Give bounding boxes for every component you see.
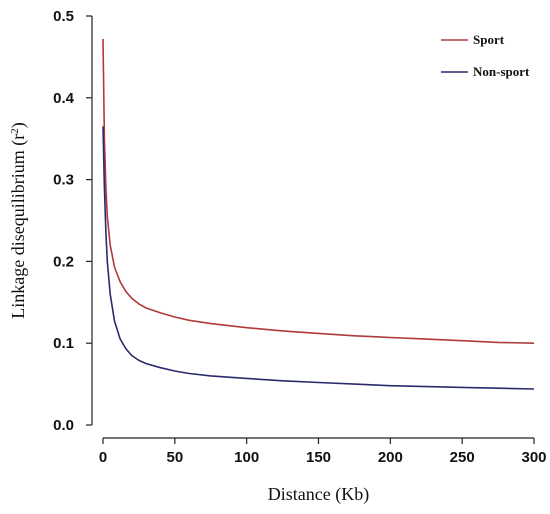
y-tick-label: 0.2	[53, 253, 74, 270]
y-axis-title: Linkage disequilibrium (r2)	[8, 122, 29, 318]
y-tick-label: 0.3	[53, 172, 74, 189]
x-tick-label: 100	[234, 449, 259, 466]
series-layer	[102, 38, 535, 390]
y-tick-label: 0.0	[53, 417, 74, 434]
legend-label-non-sport: Non-sport	[473, 64, 530, 79]
y-ticks: 0.0 0.1 0.2 0.3 0.4 0.5	[53, 8, 92, 434]
x-tick-label: 200	[378, 449, 403, 466]
x-ticks: 0 50 100 150 200 250 300	[99, 438, 547, 466]
y-tick-label: 0.1	[53, 335, 74, 352]
x-tick-label: 150	[306, 449, 331, 466]
series-line-non-sport	[102, 126, 535, 390]
axes	[91, 16, 534, 439]
y-axis-title-end: )	[8, 122, 29, 128]
y-tick-label: 0.4	[53, 90, 75, 107]
x-tick-label: 0	[99, 449, 107, 466]
y-axis-title-main: Linkage disequilibrium (r	[8, 134, 29, 319]
x-tick-label: 250	[450, 449, 475, 466]
x-tick-label: 300	[521, 449, 546, 466]
legend-label-sport: Sport	[473, 32, 505, 47]
y-tick-label: 0.5	[53, 8, 74, 25]
x-axis-title: Distance (Kb)	[268, 484, 369, 505]
legend: Sport Non-sport	[441, 32, 530, 79]
y-axis-title-superscript: 2	[9, 128, 21, 134]
series-line-sport	[102, 38, 535, 344]
x-tick-label: 50	[166, 449, 183, 466]
